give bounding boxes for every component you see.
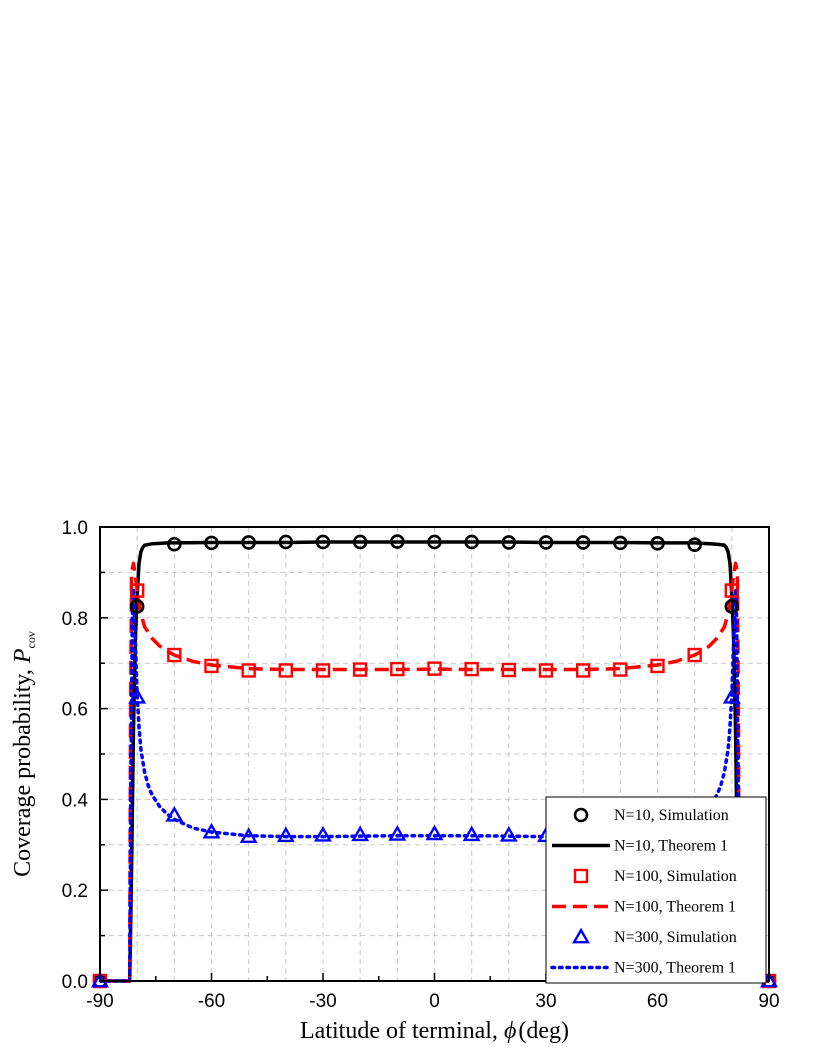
- legend-marker-square: [573, 868, 589, 884]
- y-axis-title-symbol: P: [10, 648, 36, 664]
- legend-marker-triangle: [572, 927, 590, 944]
- data-point-square: [129, 583, 145, 598]
- series-line: [100, 588, 769, 983]
- data-point-square: [724, 583, 740, 598]
- data-point-circle: [575, 535, 591, 550]
- axis-layer: -90 -60 -30 0 30 60 90 0.0 0.2 0.4 0.6 0.8 1.0: [62, 518, 780, 1012]
- data-point-triangle: [462, 825, 481, 842]
- data-point-square: [167, 647, 182, 663]
- data-point-circle: [204, 535, 219, 551]
- legend-box: [545, 796, 767, 984]
- data-point-triangle: [499, 825, 518, 842]
- data-point-square: [427, 661, 442, 676]
- data-point-triangle: [239, 827, 258, 844]
- data-point-square: [501, 662, 517, 678]
- data-point-circle: [427, 534, 442, 550]
- x-axis-title-text: Latitude of terminal,: [300, 1018, 504, 1044]
- data-point-square: [575, 663, 591, 678]
- y-axis-title-subscript: cov: [24, 631, 38, 648]
- data-point-circle: [390, 534, 405, 549]
- data-point-circle: [167, 536, 182, 552]
- data-point-triangle: [276, 826, 295, 843]
- x-axis-title-symbol: ϕ: [504, 1018, 516, 1044]
- y-tick-label: 0.6: [62, 700, 88, 721]
- x-tick-label: -90: [86, 991, 113, 1012]
- data-point-square: [352, 662, 368, 677]
- legend-entry-label: N=10, Simulation: [614, 807, 729, 824]
- legend-entry-label: N=100, Theorem 1: [614, 899, 736, 916]
- series-line-group-5: [100, 588, 769, 983]
- data-point-circle: [613, 535, 628, 551]
- y-axis-title-text: Coverage probability,: [10, 663, 36, 877]
- data-point-square: [687, 647, 702, 663]
- data-point-triangle: [202, 822, 221, 839]
- data-point-circle: [129, 599, 145, 614]
- series-layer: [91, 534, 778, 989]
- legend-entry-label: N=10, Theorem 1: [614, 838, 728, 855]
- y-tick-label: 0.0: [62, 972, 88, 993]
- data-point-square: [650, 658, 665, 674]
- x-tick-label: 30: [535, 991, 556, 1012]
- data-point-triangle: [128, 687, 147, 704]
- x-tick-label: 0: [429, 991, 440, 1012]
- data-point-square: [204, 658, 219, 674]
- y-axis-title: Coverage probability, Pcov: [10, 631, 38, 877]
- data-point-circle: [464, 534, 479, 550]
- legend-entry-label: N=300, Theorem 1: [614, 960, 736, 977]
- x-tick-label: -30: [309, 991, 336, 1012]
- x-tick-label: 90: [758, 991, 779, 1012]
- y-tick-label: 1.0: [62, 518, 88, 539]
- legend: N=10, Simulation N=10, Theorem 1 N=100, Si…: [545, 796, 767, 984]
- data-point-square: [390, 661, 405, 677]
- data-point-square: [613, 662, 628, 677]
- series-line-group-1: [100, 540, 769, 983]
- data-point-circle: [241, 535, 256, 550]
- data-point-circle: [501, 535, 517, 550]
- data-point-circle: [650, 536, 665, 551]
- y-tick-label: 0.8: [62, 609, 88, 630]
- data-point-triangle: [351, 825, 370, 842]
- x-tick-label: 60: [647, 991, 668, 1012]
- data-point-square: [241, 663, 256, 678]
- data-point-circle: [538, 535, 554, 550]
- y-tick-label: 0.2: [62, 881, 88, 902]
- x-axis-title: Latitude of terminal, ϕ(deg): [300, 1018, 569, 1044]
- data-point-square: [278, 663, 294, 678]
- data-point-triangle: [165, 805, 184, 822]
- series-line-group-3: [100, 561, 769, 983]
- legend-entry-label: N=300, Simulation: [614, 929, 737, 946]
- legend-marker-circle: [573, 807, 589, 823]
- data-point-square: [315, 663, 331, 678]
- x-tick-label: -60: [198, 991, 225, 1012]
- data-point-square: [464, 661, 479, 677]
- x-axis-title-unit: (deg): [518, 1018, 569, 1044]
- data-point-triangle: [425, 824, 444, 841]
- data-point-circle: [315, 534, 331, 550]
- series-line: [100, 561, 769, 983]
- data-point-circle: [724, 599, 740, 614]
- data-point-circle: [687, 537, 702, 553]
- series-markers-group-2: [92, 583, 777, 989]
- data-point-circle: [278, 534, 294, 550]
- data-point-triangle: [388, 825, 407, 841]
- data-point-square: [538, 663, 554, 678]
- y-tick-label: 0.4: [62, 790, 89, 811]
- data-point-triangle: [314, 825, 332, 842]
- data-point-triangle: [722, 687, 741, 704]
- series-line: [100, 540, 769, 983]
- data-point-circle: [352, 534, 368, 550]
- legend-entry-label: N=100, Simulation: [614, 868, 737, 885]
